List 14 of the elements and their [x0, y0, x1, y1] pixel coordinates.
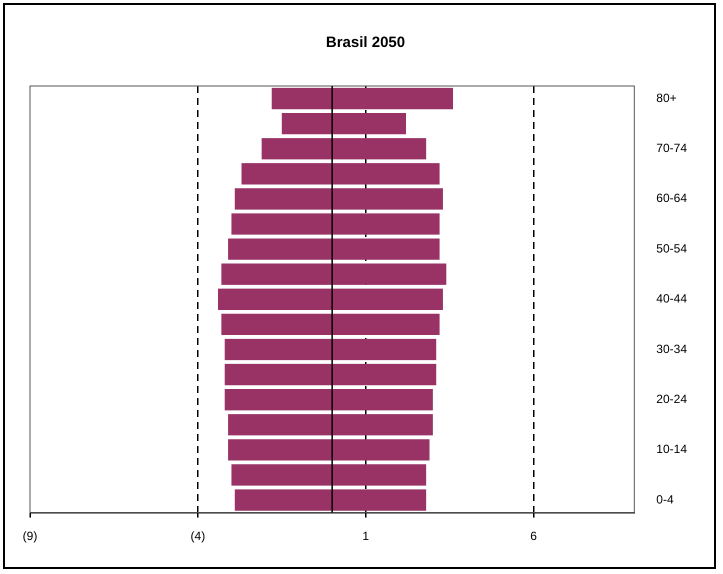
- y-tick-label: 60-64: [656, 191, 688, 206]
- x-tick-label: 1: [362, 529, 370, 544]
- x-tick-label: (9): [22, 529, 38, 544]
- y-tick-label: 0-4: [656, 492, 674, 506]
- x-tick-label: 6: [530, 529, 538, 544]
- x-tick-label: (4): [190, 529, 206, 544]
- y-tick-label: 70-74: [656, 141, 688, 156]
- y-tick-label: 20-24: [656, 392, 688, 406]
- y-tick-label: 30-34: [656, 342, 688, 356]
- chart-title: Brasil 2050: [326, 34, 406, 52]
- y-tick-label: 40-44: [656, 292, 688, 306]
- y-tick-label: 50-54: [656, 241, 688, 256]
- y-tick-label: 80+: [656, 90, 677, 105]
- y-tick-label: 10-14: [656, 442, 688, 456]
